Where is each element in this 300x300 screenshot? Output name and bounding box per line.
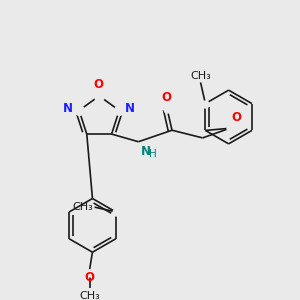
Text: O: O: [85, 272, 94, 284]
Text: O: O: [93, 78, 103, 91]
Text: O: O: [161, 91, 171, 104]
Text: N: N: [125, 102, 135, 115]
Text: CH₃: CH₃: [190, 70, 211, 81]
Text: O: O: [231, 110, 242, 124]
Text: CH₃: CH₃: [72, 202, 93, 212]
Text: CH₃: CH₃: [79, 291, 100, 300]
Text: H: H: [149, 149, 157, 159]
Text: N: N: [141, 145, 151, 158]
Text: N: N: [63, 102, 74, 115]
